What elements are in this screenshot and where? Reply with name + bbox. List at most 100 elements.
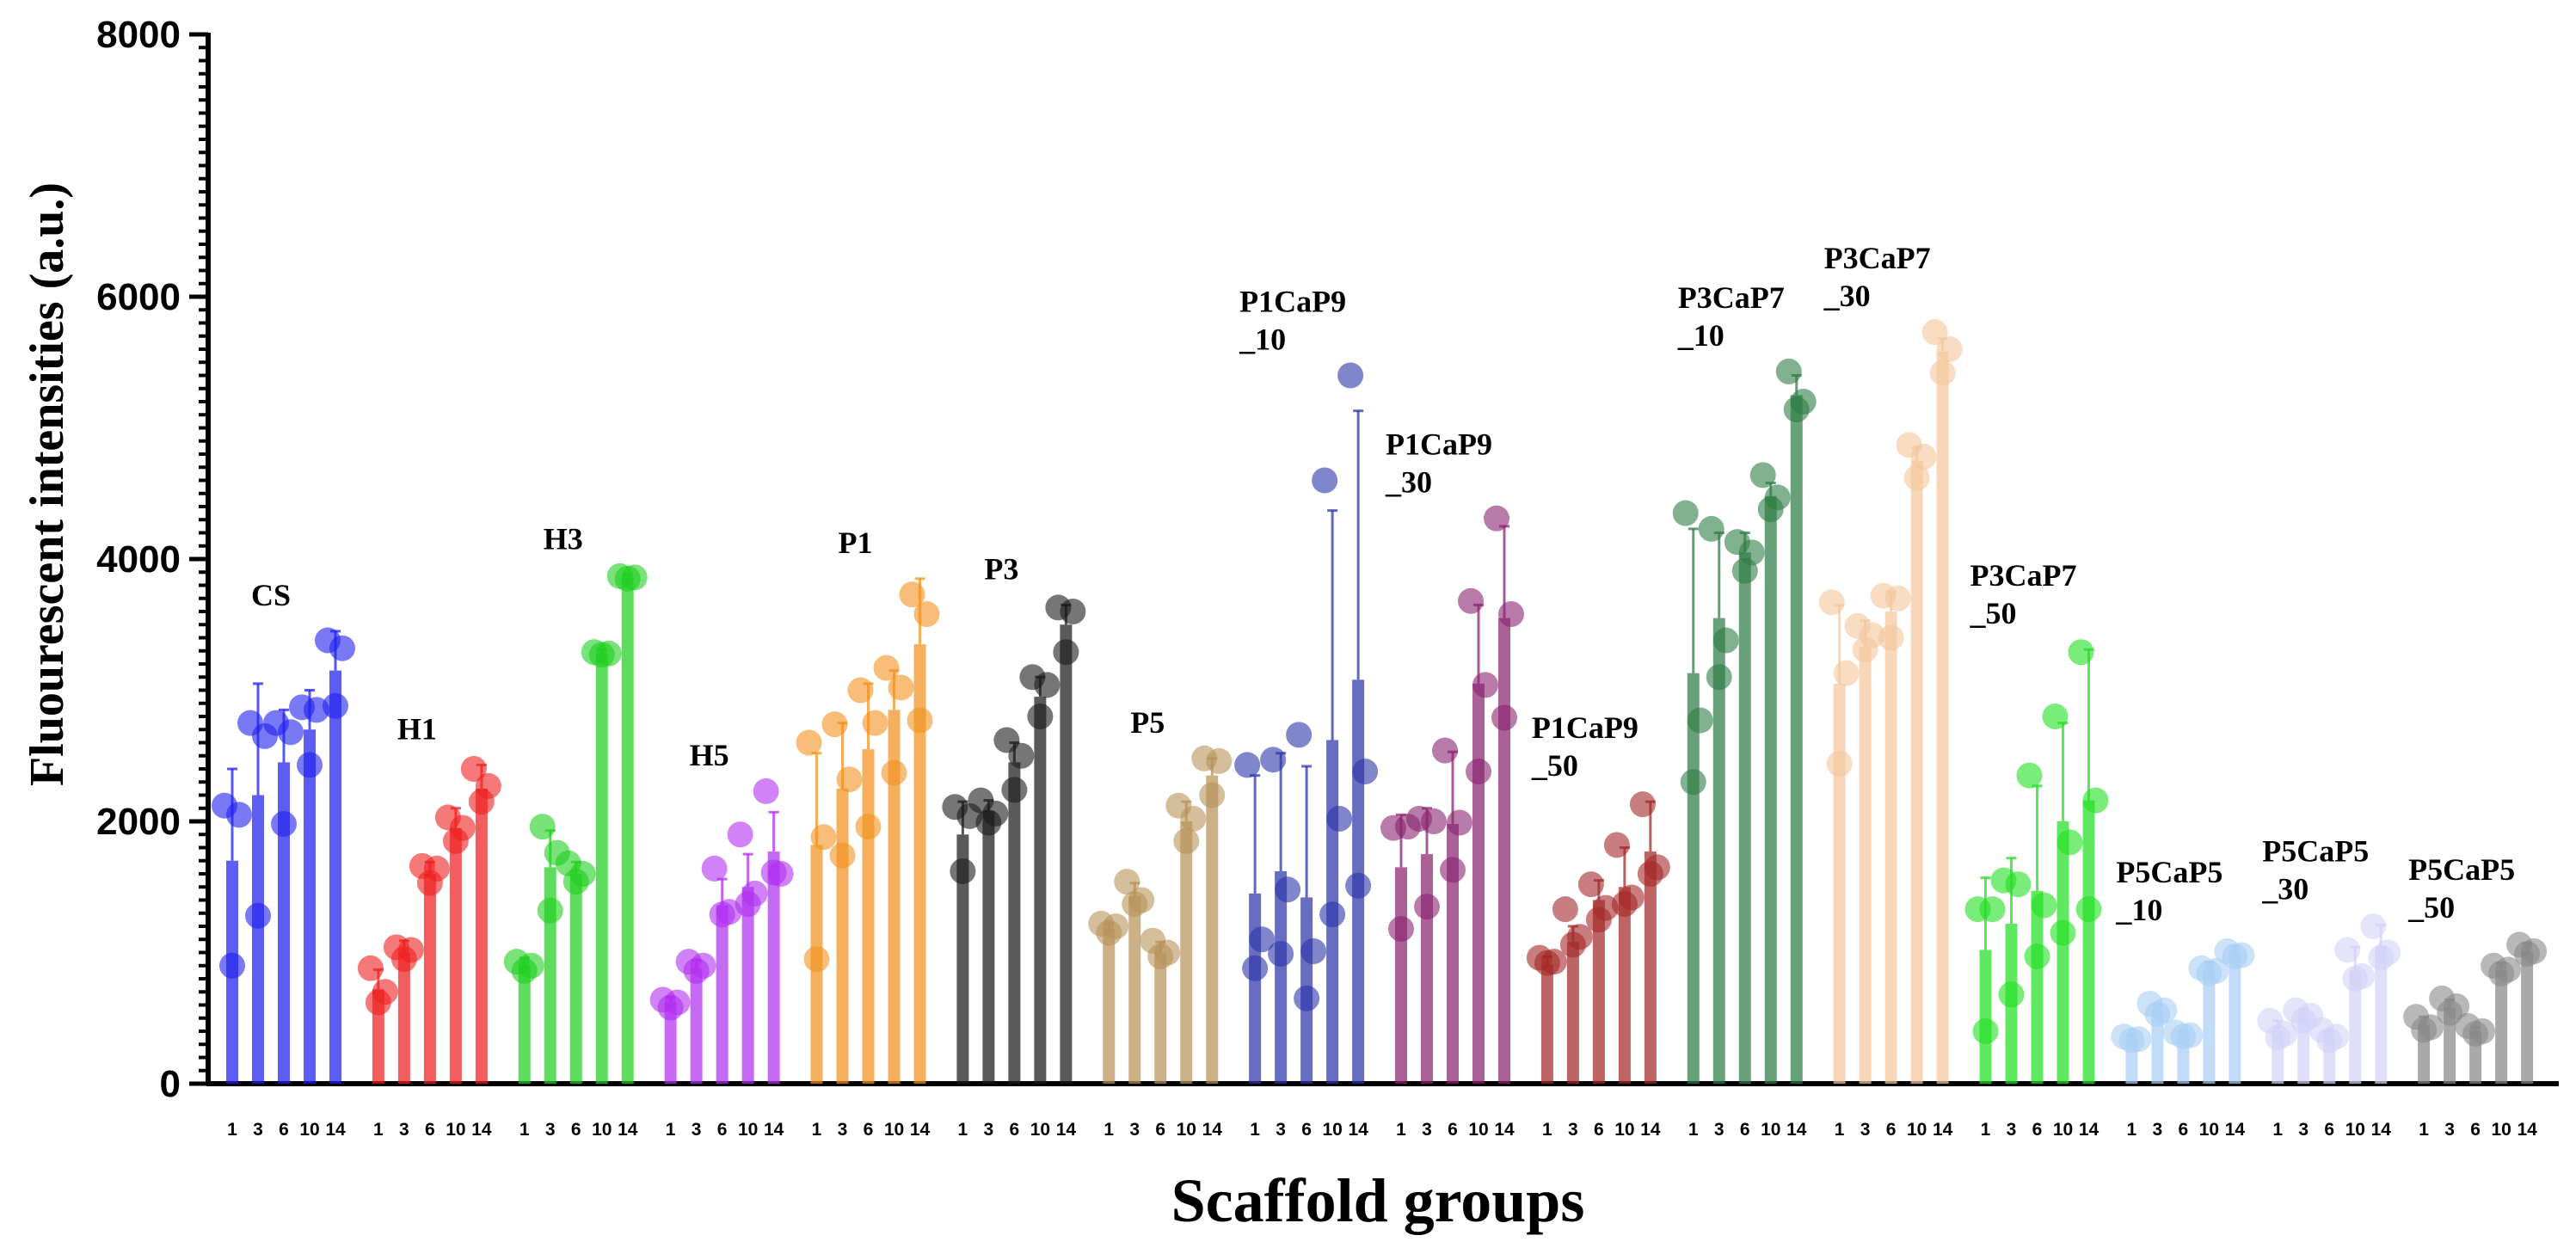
data-point	[1921, 319, 1948, 346]
x-tick-label: 10	[299, 1120, 319, 1140]
bar-group-P1CaP9_50: 1 3 6 10 14 P1CaP9_50	[1526, 710, 1670, 1140]
data-point	[1096, 919, 1122, 946]
data-point	[1979, 896, 2006, 923]
data-point	[2050, 919, 2076, 946]
data-point	[1852, 636, 1878, 663]
x-tick-label: 6	[2324, 1120, 2334, 1140]
group-label: H5	[690, 738, 729, 772]
data-point	[1034, 672, 1061, 698]
data-point	[881, 759, 907, 786]
x-tick-label: 1	[1396, 1120, 1406, 1140]
bar	[2229, 954, 2241, 1084]
data-point	[1712, 627, 1739, 654]
data-point	[1268, 941, 1294, 968]
data-point	[821, 711, 848, 738]
data-point	[1027, 704, 1054, 729]
bar	[690, 968, 703, 1084]
group-label: P5CaP5	[2116, 855, 2222, 889]
bar	[1884, 612, 1897, 1084]
data-point	[1910, 444, 1937, 470]
data-point	[1147, 943, 1174, 970]
x-tick-label: 10	[1761, 1120, 1780, 1140]
group-label: P1	[839, 526, 873, 560]
bar	[1979, 950, 1992, 1084]
bar	[2349, 970, 2362, 1084]
data-point	[1173, 827, 1200, 854]
bar	[1249, 893, 1262, 1084]
x-tick-label: 1	[227, 1120, 237, 1140]
x-tick-label: 1	[520, 1120, 530, 1140]
data-point	[657, 994, 684, 1021]
data-point	[1936, 336, 1963, 362]
bar	[2031, 890, 2044, 1084]
x-tick-label: 3	[253, 1120, 263, 1140]
data-point	[1484, 505, 1509, 532]
data-point	[1286, 722, 1313, 748]
group-label: _50	[1970, 596, 2017, 630]
x-tick-label: 10	[446, 1120, 465, 1140]
bar	[1644, 851, 1657, 1084]
bar-group-H1: 1 3 6 10 14 H1	[357, 711, 501, 1140]
bar	[423, 874, 436, 1084]
x-tick-label: 1	[2272, 1120, 2283, 1140]
data-point	[1731, 557, 1758, 584]
data-point	[1818, 589, 1845, 616]
x-tick-label: 3	[1422, 1120, 1432, 1140]
data-point	[1388, 916, 1414, 943]
bar	[2056, 821, 2069, 1084]
data-point	[245, 902, 271, 929]
data-point	[1498, 601, 1524, 628]
group-label: H3	[544, 521, 583, 556]
bar-group-P1: 1 3 6 10 14 P1	[796, 526, 940, 1140]
data-point	[796, 729, 822, 756]
x-tick-label: 10	[1907, 1120, 1927, 1140]
group-label: _30	[2261, 871, 2309, 906]
data-point	[1552, 896, 1578, 923]
data-point	[1180, 805, 1207, 832]
data-point	[1972, 1018, 1999, 1044]
x-tick-label: 3	[692, 1120, 702, 1140]
data-point	[907, 707, 933, 734]
x-tick-label: 3	[1129, 1120, 1140, 1140]
data-point	[2488, 960, 2515, 986]
data-point	[271, 811, 297, 838]
x-tick-label: 14	[1786, 1120, 1807, 1140]
data-point	[511, 957, 538, 984]
group-label: P5CaP5	[2262, 833, 2369, 868]
bar-group-P1CaP9_30: 1 3 6 10 14 P1CaP9_30	[1380, 427, 1524, 1140]
data-point	[2368, 944, 2395, 971]
bar-group-P3CaP7_10: 1 3 6 10 14 P3CaP7_10	[1672, 280, 1817, 1140]
bar	[449, 827, 462, 1084]
x-tick-label: 1	[1542, 1120, 1552, 1140]
data-point	[1206, 747, 1233, 774]
bar	[741, 887, 754, 1084]
group-label: P1CaP9	[1386, 427, 1492, 462]
data-point	[2342, 966, 2369, 992]
bar	[1060, 624, 1073, 1084]
data-point	[1687, 707, 1713, 734]
x-tick-label: 6	[2470, 1120, 2481, 1140]
x-tick-label: 14	[2079, 1120, 2100, 1140]
x-tick-label: 3	[2153, 1120, 2163, 1140]
bar	[2082, 800, 2095, 1084]
bar-group-P5: 1 3 6 10 14 P5	[1088, 705, 1233, 1140]
bar	[278, 762, 290, 1084]
data-point	[1903, 464, 1930, 491]
bar	[1395, 867, 1407, 1084]
x-tick-label: 14	[1348, 1120, 1368, 1140]
bar-group-P5CaP5_30: 1 3 6 10 14 P5CaP5_30	[2257, 833, 2401, 1140]
x-tick-label: 6	[571, 1120, 581, 1140]
x-tick-label: 14	[1640, 1120, 1661, 1140]
bar	[1592, 900, 1605, 1084]
data-point	[2068, 639, 2094, 666]
data-point	[2118, 1027, 2145, 1054]
data-point	[836, 766, 863, 793]
bar	[397, 952, 410, 1084]
x-tick-label: 6	[1301, 1120, 1312, 1140]
bar	[621, 577, 634, 1084]
x-tick-label: 10	[1030, 1120, 1050, 1140]
data-point	[873, 655, 900, 681]
x-tick-label: 10	[2053, 1120, 2073, 1140]
data-point	[1833, 660, 1860, 686]
bar-group-P1CaP9_10: 1 3 6 10 14 P1CaP9 _10	[1234, 285, 1379, 1140]
